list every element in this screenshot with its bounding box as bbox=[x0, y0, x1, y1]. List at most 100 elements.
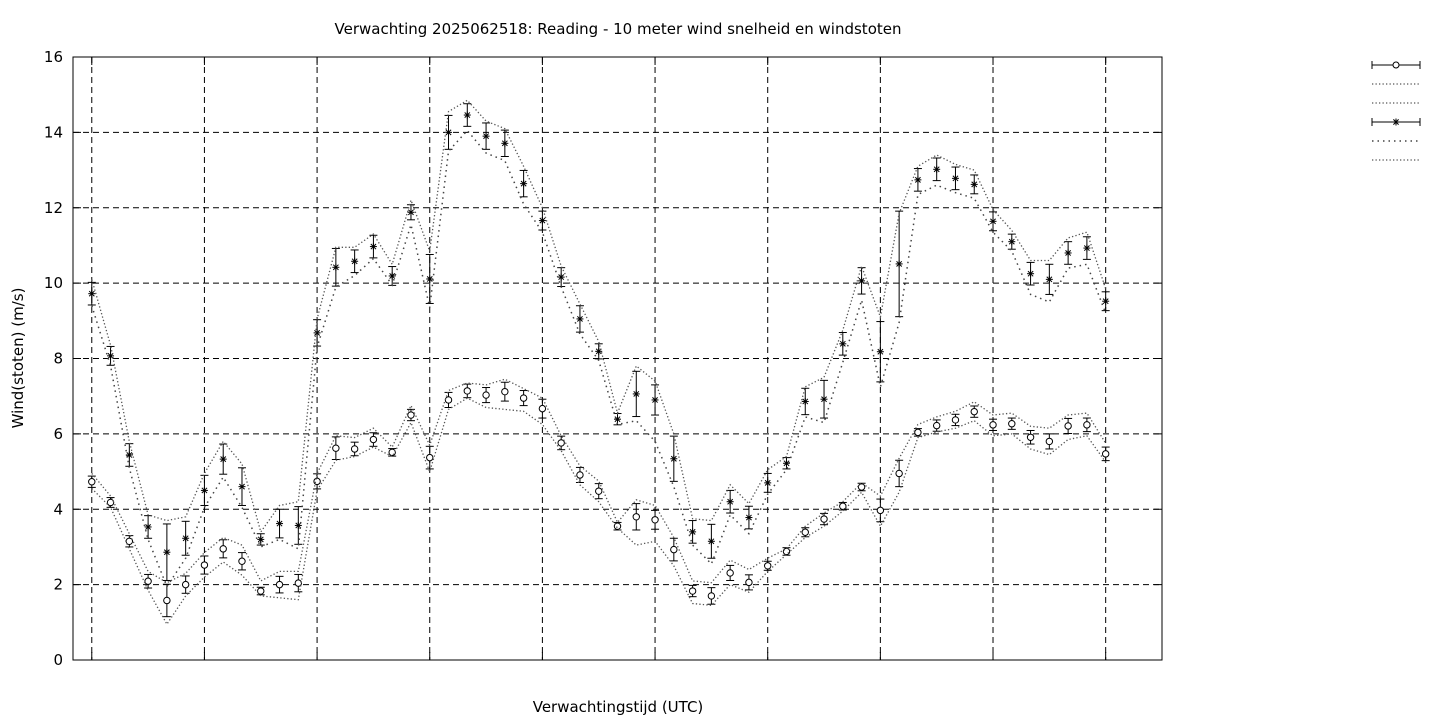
data-point bbox=[1064, 417, 1073, 434]
circle-marker bbox=[857, 483, 866, 491]
star-marker-stroke bbox=[314, 329, 321, 336]
circle-marker bbox=[951, 416, 960, 424]
circle-marker bbox=[688, 587, 697, 595]
star-marker-stroke bbox=[689, 528, 696, 535]
circle-marker bbox=[538, 404, 547, 413]
circle-marker bbox=[989, 421, 997, 429]
star-marker-stroke bbox=[182, 535, 189, 542]
data-point bbox=[970, 174, 979, 195]
y-axis-label: Wind(stoten) (m/s) bbox=[9, 288, 27, 429]
plot-series bbox=[87, 99, 1110, 626]
legend-entry bbox=[1371, 118, 1421, 126]
data-point bbox=[838, 501, 847, 511]
circle-marker bbox=[1064, 422, 1072, 430]
star-marker-stroke bbox=[239, 483, 245, 490]
circle-marker bbox=[482, 391, 490, 399]
data-point bbox=[106, 497, 115, 508]
star-marker-stroke bbox=[88, 290, 95, 297]
data-point bbox=[932, 419, 941, 432]
circle-marker bbox=[726, 569, 734, 577]
circle-marker bbox=[275, 580, 284, 589]
data-point bbox=[763, 472, 772, 493]
circle-marker bbox=[839, 502, 847, 510]
legend-circle-marker bbox=[1392, 61, 1400, 69]
circle-marker bbox=[801, 528, 809, 536]
data-point bbox=[519, 390, 528, 407]
circle-marker bbox=[820, 515, 828, 523]
series-0 bbox=[87, 381, 1110, 618]
star-marker-stroke bbox=[464, 112, 471, 118]
data-point bbox=[1045, 433, 1054, 450]
data-point bbox=[538, 398, 547, 419]
star-marker-stroke bbox=[764, 479, 771, 486]
data-point bbox=[838, 331, 847, 356]
data-point bbox=[707, 587, 716, 605]
data-point bbox=[87, 475, 96, 488]
star-marker-stroke bbox=[370, 243, 377, 250]
circle-marker bbox=[426, 453, 434, 462]
data-point bbox=[1045, 263, 1054, 295]
star-marker-stroke bbox=[1393, 119, 1399, 125]
circle-marker bbox=[88, 478, 96, 486]
circle-marker bbox=[501, 387, 509, 396]
data-point bbox=[820, 379, 829, 419]
data-point bbox=[294, 573, 303, 593]
circle-marker bbox=[463, 387, 471, 395]
circle-marker bbox=[163, 596, 171, 605]
data-point bbox=[669, 537, 678, 562]
data-point bbox=[1007, 417, 1016, 430]
data-point bbox=[876, 498, 885, 523]
data-point bbox=[144, 515, 153, 539]
data-point bbox=[425, 445, 434, 470]
circle-marker bbox=[1083, 421, 1091, 429]
star-marker-stroke bbox=[257, 536, 264, 543]
data-point bbox=[162, 523, 171, 581]
data-point bbox=[1007, 233, 1016, 250]
star-marker-stroke bbox=[652, 397, 659, 403]
star-marker-stroke bbox=[201, 487, 208, 494]
data-point bbox=[369, 432, 378, 447]
star-marker-stroke bbox=[670, 455, 677, 462]
star-marker-stroke bbox=[276, 520, 283, 527]
series-1 bbox=[91, 397, 1107, 626]
data-point bbox=[932, 157, 941, 182]
star-marker-stroke bbox=[145, 524, 152, 530]
y-tick-label: 0 bbox=[53, 651, 63, 669]
star-marker-stroke bbox=[614, 416, 621, 423]
series-line bbox=[91, 129, 1107, 589]
circle-marker bbox=[519, 394, 528, 402]
circle-marker bbox=[764, 562, 772, 570]
circle-marker bbox=[1045, 437, 1054, 446]
circle-marker bbox=[576, 471, 584, 479]
data-point bbox=[275, 575, 284, 594]
circle-marker bbox=[444, 396, 453, 404]
data-point bbox=[782, 457, 791, 470]
data-point bbox=[857, 482, 866, 492]
star-marker-stroke bbox=[351, 258, 358, 265]
circle-marker bbox=[557, 439, 565, 447]
data-point bbox=[406, 408, 415, 422]
circle-marker bbox=[219, 545, 227, 553]
data-point bbox=[181, 520, 190, 556]
star-marker-stroke bbox=[483, 133, 490, 140]
circle-marker bbox=[181, 580, 190, 589]
data-point bbox=[500, 381, 509, 402]
data-point bbox=[463, 383, 472, 399]
data-point bbox=[594, 343, 603, 360]
data-point bbox=[688, 520, 697, 544]
data-point bbox=[162, 583, 171, 618]
series-line bbox=[91, 99, 1107, 534]
series-4 bbox=[91, 129, 1107, 589]
star-marker-stroke bbox=[858, 277, 865, 284]
data-point bbox=[181, 575, 190, 594]
star-marker-stroke bbox=[445, 129, 452, 136]
data-point bbox=[1082, 417, 1091, 433]
data-point bbox=[951, 166, 960, 191]
data-point bbox=[951, 413, 960, 427]
star-marker-stroke bbox=[539, 217, 546, 224]
data-point bbox=[895, 459, 904, 488]
y-tick-label: 2 bbox=[53, 576, 63, 594]
star-marker-stroke bbox=[708, 538, 715, 545]
data-point bbox=[87, 281, 96, 306]
star-marker-stroke bbox=[332, 264, 339, 271]
